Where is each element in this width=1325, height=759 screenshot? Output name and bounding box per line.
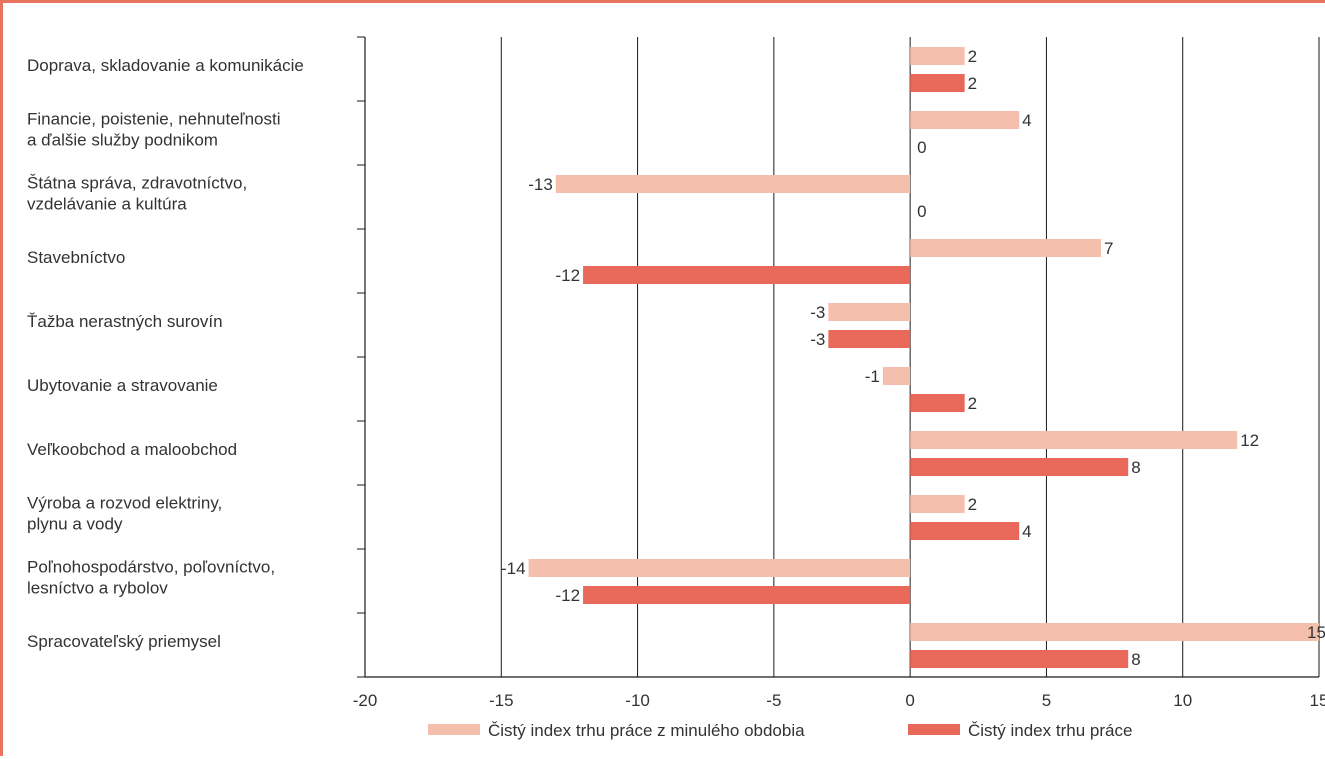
category-label: Ťažba nerastných surovín <box>27 312 223 331</box>
category-label: Poľnohospodárstvo, poľovníctvo, <box>27 558 275 577</box>
bar-series2 <box>583 586 911 604</box>
data-label: -1 <box>865 367 880 386</box>
category-label: Štátna správa, zdravotníctvo, <box>27 174 247 193</box>
category-label: a ďalšie služby podnikom <box>27 131 218 150</box>
bar-series2 <box>583 266 911 284</box>
data-label: 0 <box>917 202 926 221</box>
bar-series1 <box>910 239 1101 257</box>
bar-series2 <box>828 330 911 348</box>
data-label: 8 <box>1131 458 1140 477</box>
data-label: 7 <box>1104 239 1113 258</box>
category-label: Financie, poistenie, nehnuteľnosti <box>27 110 281 129</box>
data-label: 15 <box>1307 623 1325 642</box>
data-label: 12 <box>1240 431 1259 450</box>
x-tick-label: -5 <box>766 691 781 710</box>
x-tick-label: -15 <box>489 691 514 710</box>
data-label: -12 <box>555 266 580 285</box>
data-label: -14 <box>501 559 526 578</box>
x-tick-label: 0 <box>905 691 914 710</box>
legend-label: Čistý index trhu práce z minulého obdobi… <box>488 721 805 740</box>
data-label: 8 <box>1131 650 1140 669</box>
data-label: -3 <box>810 303 825 322</box>
bar-series1 <box>910 431 1238 449</box>
legend-label: Čistý index trhu práce <box>968 721 1132 740</box>
category-label: lesníctvo a rybolov <box>27 579 168 598</box>
data-label: -12 <box>555 586 580 605</box>
category-label: vzdelávanie a kultúra <box>27 195 187 214</box>
x-tick-label: 10 <box>1173 691 1192 710</box>
x-tick-label: -20 <box>353 691 378 710</box>
bar-series1 <box>882 367 911 385</box>
bar-series2 <box>910 458 1129 476</box>
x-tick-label: -10 <box>625 691 650 710</box>
bar-series1 <box>910 495 965 513</box>
data-label: -13 <box>528 175 553 194</box>
bar-series1 <box>910 47 965 65</box>
bar-series1 <box>528 559 911 577</box>
x-tick-label: 5 <box>1042 691 1051 710</box>
bar-series2 <box>910 394 965 412</box>
category-label: Stavebníctvo <box>27 248 125 267</box>
legend-swatch <box>908 724 960 735</box>
bar-series1 <box>910 111 1020 129</box>
bar-chart: -20 -15 -10 -5 0 5 10 15 Doprava, skladovanie a… <box>27 36 1325 740</box>
category-label: Doprava, skladovanie a komunikácie <box>27 56 304 75</box>
data-label: 4 <box>1022 111 1031 130</box>
data-label: 4 <box>1022 522 1031 541</box>
data-label: 0 <box>917 138 926 157</box>
data-label: 2 <box>968 47 977 66</box>
category-label: Ubytovanie a stravovanie <box>27 376 218 395</box>
x-tick-label: 15 <box>1310 691 1325 710</box>
data-label: -3 <box>810 330 825 349</box>
data-label: 2 <box>968 394 977 413</box>
bar-series2 <box>910 74 965 92</box>
category-label: plynu a vody <box>27 515 123 534</box>
bar-series1 <box>828 303 911 321</box>
data-label: 2 <box>968 495 977 514</box>
bar-series2 <box>910 522 1020 540</box>
bar-series2 <box>910 650 1129 668</box>
bar-series1 <box>555 175 911 193</box>
data-label: 2 <box>968 74 977 93</box>
category-label: Spracovateľský priemysel <box>27 632 221 651</box>
bar-series1 <box>910 623 1319 641</box>
category-label: Výroba a rozvod elektriny, <box>27 494 222 513</box>
legend-swatch <box>428 724 480 735</box>
category-label: Veľkoobchod a maloobchod <box>27 440 237 459</box>
